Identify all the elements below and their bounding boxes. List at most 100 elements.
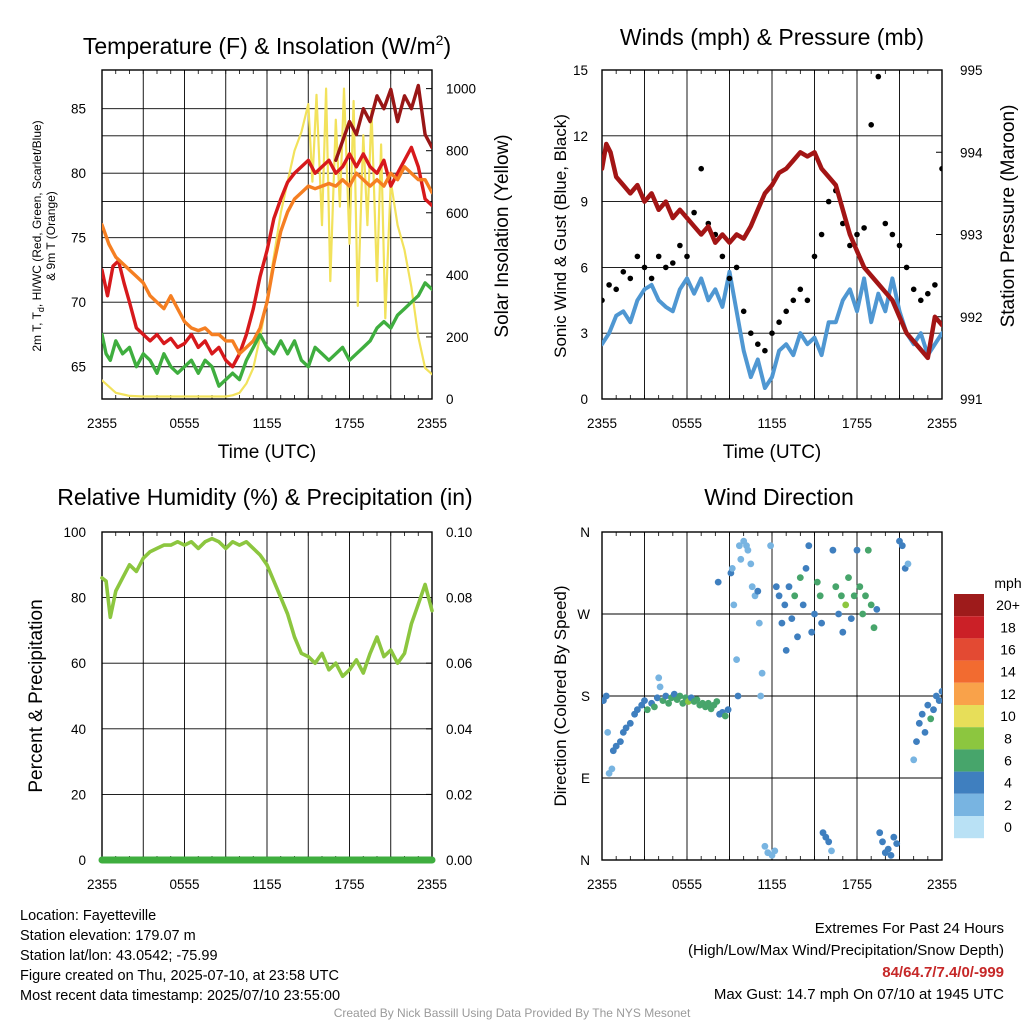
y-right-tick-label: 0.00 (446, 853, 472, 868)
wind-direction-point (927, 715, 935, 723)
legend-label: 6 (1004, 753, 1012, 769)
y-tick-label: 3 (580, 326, 588, 341)
pressure-line (602, 141, 942, 361)
wind-direction-point (859, 610, 867, 618)
y-tick-label: 100 (63, 525, 86, 540)
wind-direction-point (651, 703, 658, 711)
wind-direction-point (655, 674, 663, 682)
wind-direction-point (813, 578, 821, 586)
y-tick-label: 65 (71, 360, 86, 375)
wind-direction-point (856, 583, 864, 591)
y-right-tick-label: 0.10 (446, 525, 472, 540)
y-right-tick-label: 993 (960, 228, 983, 243)
y-right-tick-label: 0.08 (446, 591, 472, 606)
y-axis-label: Percent & Precipitation (26, 599, 47, 792)
y-axis-label-line2: & 9m T (Orange) (44, 191, 58, 281)
y-tick-label: 80 (71, 591, 86, 606)
wind-direction-point (676, 692, 684, 700)
timestamp-text: Most recent data timestamp: 2025/07/10 2… (20, 988, 341, 1004)
y-right-tick-label: 991 (960, 392, 983, 407)
humidity-precip-panel: 0 20 40 60 80 100 0.00 0.02 0.04 0.06 0.08 0.10 2355… (26, 484, 473, 892)
y-right-tick-label: 0.06 (446, 656, 472, 671)
gust-point (769, 330, 775, 337)
wind-direction-point (758, 669, 766, 677)
x-tick-label: 2355 (927, 877, 957, 892)
wind-direction-point (788, 615, 796, 622)
wind-direction-point (835, 610, 842, 618)
chart-title: Wind Direction (704, 484, 854, 510)
wind-direction-point (608, 765, 616, 773)
y-right-tick-label: 0.02 (446, 787, 472, 802)
wind-direction-point (730, 601, 738, 609)
wind-direction-point (808, 628, 816, 636)
wind-direction-point (794, 633, 801, 641)
wind-direction-point (867, 601, 875, 609)
gust-point (627, 275, 634, 282)
gust-point (910, 286, 917, 293)
wind-direction-point (679, 699, 687, 707)
elevation-text: Station elevation: 179.07 m (20, 928, 196, 944)
wind-direction-point (818, 619, 825, 627)
wind-direction-point (832, 583, 840, 591)
y-tick-label: 80 (71, 166, 86, 181)
x-tick-label: 1155 (757, 416, 786, 431)
wind-direction-point (870, 624, 878, 632)
y-tick-label: N (580, 525, 590, 540)
wind-direction-point (811, 610, 818, 618)
y-right-axis-label: Station Pressure (Maroon) (998, 105, 1019, 328)
y-label-part: 2m T, T (30, 311, 44, 351)
legend-swatch (954, 594, 984, 617)
y-tick-label: 75 (71, 231, 86, 246)
legend-label: 12 (1000, 686, 1016, 702)
y-right-tick-label: 0.04 (446, 722, 473, 737)
x-tick-label: 0555 (169, 877, 199, 892)
wind-direction-point (884, 845, 892, 853)
wind-direction-point (757, 692, 765, 700)
wind-direction-point (850, 592, 858, 600)
wind-direction-point (724, 706, 732, 714)
y-right-tick-label: 400 (446, 268, 469, 283)
wind-direction-point (748, 583, 756, 591)
series-group (102, 83, 432, 398)
wind-direction-point (918, 710, 926, 718)
chart-title: Temperature (F) & Insolation (W/m2) (83, 32, 451, 59)
wind-direction-point (862, 592, 869, 600)
wind-direction-point (781, 601, 789, 609)
wind-direction-point (772, 583, 780, 591)
wind-direction-point (670, 690, 678, 698)
x-tick-label: 2355 (587, 416, 617, 431)
wind-direction-point (721, 712, 729, 720)
y-right-tick-label: 200 (446, 330, 469, 345)
wind-direction-point (736, 542, 743, 550)
wind-direction-point (754, 587, 762, 595)
wind-direction-point (839, 628, 847, 636)
gust-point (776, 319, 782, 326)
y-tick-label: 0 (580, 392, 588, 407)
y-tick-label: N (580, 853, 590, 868)
chart-title: Relative Humidity (%) & Precipitation (i… (57, 484, 472, 510)
wind-direction-point (662, 692, 670, 700)
wind-direction-point (876, 829, 884, 837)
series-group (98, 536, 436, 864)
wind-direction-point (879, 838, 886, 846)
wind-direction-point (737, 555, 745, 563)
gust-point (903, 264, 910, 271)
wind-direction-point (704, 699, 712, 707)
gust-point (606, 282, 612, 288)
legend-label: 20+ (996, 597, 1020, 613)
y-tick-label: E (581, 771, 590, 786)
y-right-tick-label: 994 (960, 145, 983, 160)
y-tick-label: 9 (580, 195, 588, 210)
max-gust-text: Max Gust: 14.7 mph On 07/10 at 1945 UTC (713, 986, 1004, 1003)
wind-direction-point (935, 697, 942, 704)
wind-speed-line (602, 269, 942, 390)
x-tick-label: 0555 (672, 877, 702, 892)
y-right-tick-label: 1000 (446, 82, 476, 97)
y-right-axis-label: Solar Insolation (Yellow) (492, 134, 513, 337)
wind-direction-point (602, 692, 610, 700)
y-tick-label: 15 (573, 63, 588, 78)
y-axis-label: Sonic Wind & Gust (Blue, Black) (551, 114, 570, 358)
wind-direction-point (604, 729, 612, 736)
x-tick-label: 1755 (334, 877, 364, 892)
